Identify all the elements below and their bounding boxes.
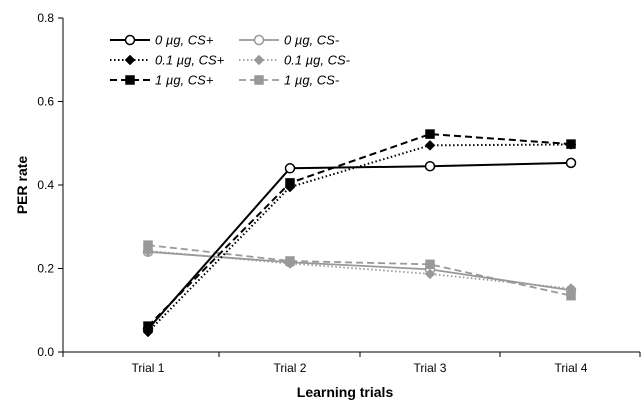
data-point xyxy=(143,321,153,331)
y-tick-labels: 0.0 0.2 0.4 0.6 0.8 xyxy=(37,11,54,359)
data-point xyxy=(565,157,577,169)
y-tick-label: 0.6 xyxy=(37,95,54,109)
series-4 xyxy=(143,129,576,331)
legend-item: 0 µg, CS- xyxy=(239,33,340,48)
series-line xyxy=(147,133,572,327)
y-tick-label: 0.0 xyxy=(37,345,54,359)
axes xyxy=(58,17,641,357)
series-5 xyxy=(143,240,576,301)
series-line xyxy=(147,250,572,290)
series-1 xyxy=(142,246,577,296)
legend-marker xyxy=(125,75,135,85)
legend-label: 0 µg, CS+ xyxy=(155,33,214,48)
data-point xyxy=(424,268,436,280)
x-axis-title: Learning trials xyxy=(297,384,394,400)
data-point xyxy=(425,259,435,270)
data-point xyxy=(284,163,296,174)
x-tick-label: Trial 3 xyxy=(414,361,447,375)
data-point xyxy=(566,139,576,149)
y-tick-label: 0.2 xyxy=(37,262,54,276)
legend-item: 0.1 µg, CS+ xyxy=(110,53,225,68)
series-line xyxy=(147,143,572,333)
x-tick-label: Trial 2 xyxy=(274,361,307,375)
legend-marker xyxy=(124,54,136,66)
x-tick-label: Trial 1 xyxy=(132,361,165,375)
legend-label: 1 µg, CS+ xyxy=(155,73,214,88)
series-3 xyxy=(142,245,577,294)
series-line xyxy=(147,244,572,297)
legend-marker xyxy=(253,54,265,66)
x-tick-labels: Trial 1 Trial 2 Trial 3 Trial 4 xyxy=(132,361,588,375)
series-line xyxy=(147,161,572,330)
legend-item: 0.1 µg, CS- xyxy=(239,53,351,68)
y-tick-label: 0.8 xyxy=(37,11,54,25)
legend-label: 0.1 µg, CS- xyxy=(284,53,351,68)
data-point xyxy=(285,256,295,266)
y-tick-label: 0.4 xyxy=(37,178,54,192)
x-tick-label: Trial 4 xyxy=(555,361,588,375)
data-point xyxy=(566,290,576,301)
series-layer xyxy=(142,129,577,338)
legend-marker xyxy=(253,34,265,46)
legend-item: 1 µg, CS- xyxy=(239,73,340,88)
legend-label: 0.1 µg, CS+ xyxy=(155,53,225,68)
legend: 0 µg, CS+ 0 µg, CS- 0.1 µg, CS+ 0.1 µg, CS-… xyxy=(110,33,351,88)
legend-marker xyxy=(254,75,264,85)
data-point xyxy=(425,129,435,139)
data-point xyxy=(285,178,295,188)
series-0 xyxy=(142,157,577,335)
data-point xyxy=(424,139,436,151)
y-axis-title: PER rate xyxy=(14,156,30,215)
data-point xyxy=(143,240,153,250)
legend-label: 0 µg, CS- xyxy=(284,33,340,48)
legend-label: 1 µg, CS- xyxy=(284,73,340,88)
legend-item: 0 µg, CS+ xyxy=(110,33,214,48)
legend-item: 1 µg, CS+ xyxy=(110,73,214,88)
data-point xyxy=(424,160,436,172)
legend-marker xyxy=(124,34,136,46)
series-2 xyxy=(142,139,577,338)
